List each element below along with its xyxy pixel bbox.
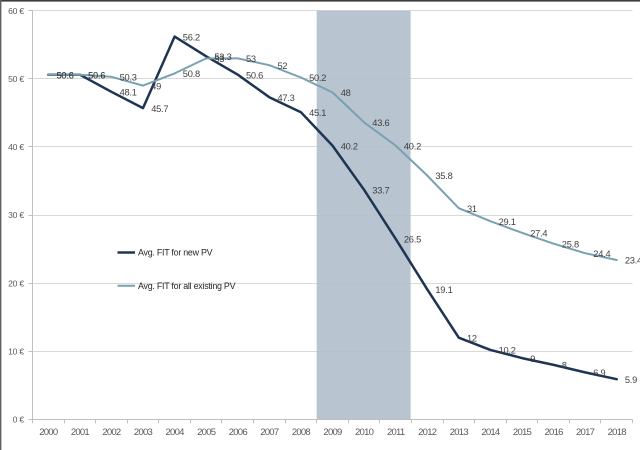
svg-text:2018: 2018: [608, 427, 627, 438]
svg-text:27.4: 27.4: [530, 229, 547, 239]
svg-text:50.6: 50.6: [57, 70, 74, 80]
svg-text:10.2: 10.2: [499, 346, 516, 356]
svg-text:2004: 2004: [166, 427, 185, 438]
svg-text:29.1: 29.1: [499, 217, 516, 227]
svg-text:56.2: 56.2: [183, 32, 200, 42]
svg-text:50.6: 50.6: [88, 70, 105, 80]
svg-text:5.9: 5.9: [625, 375, 637, 385]
svg-text:23.4: 23.4: [625, 256, 640, 266]
svg-text:40 €: 40 €: [8, 142, 24, 152]
svg-text:47.3: 47.3: [278, 93, 295, 103]
svg-text:19.1: 19.1: [435, 285, 452, 295]
svg-text:2000: 2000: [39, 427, 58, 438]
svg-text:2017: 2017: [576, 427, 595, 438]
svg-text:48.1: 48.1: [120, 88, 137, 98]
svg-text:33.7: 33.7: [372, 186, 389, 196]
svg-text:50 €: 50 €: [8, 74, 24, 84]
svg-text:2007: 2007: [260, 427, 279, 438]
svg-text:50.6: 50.6: [57, 70, 74, 80]
svg-text:12: 12: [467, 333, 477, 343]
svg-text:Avg. FIT for all existing PV: Avg. FIT for all existing PV: [138, 281, 236, 291]
svg-text:53.3: 53.3: [214, 52, 231, 62]
svg-text:40.2: 40.2: [341, 141, 358, 151]
svg-text:43.6: 43.6: [372, 118, 389, 128]
svg-text:2006: 2006: [229, 427, 248, 438]
svg-text:2001: 2001: [71, 427, 90, 438]
svg-text:2011: 2011: [387, 427, 405, 438]
svg-text:30 €: 30 €: [8, 210, 24, 220]
svg-text:50.6: 50.6: [88, 70, 105, 80]
svg-text:45.1: 45.1: [309, 108, 326, 118]
svg-text:2008: 2008: [292, 427, 311, 438]
svg-text:48: 48: [341, 88, 351, 98]
svg-text:53: 53: [214, 54, 224, 64]
svg-text:2002: 2002: [102, 427, 121, 438]
svg-text:0 €: 0 €: [13, 415, 25, 425]
svg-text:2005: 2005: [197, 427, 216, 438]
svg-text:2010: 2010: [355, 427, 374, 438]
svg-text:35.8: 35.8: [435, 171, 452, 181]
svg-text:2013: 2013: [450, 427, 469, 438]
svg-text:26.5: 26.5: [404, 235, 421, 245]
svg-text:49: 49: [151, 81, 161, 91]
svg-text:50.6: 50.6: [246, 70, 263, 80]
svg-text:2003: 2003: [134, 427, 153, 438]
svg-text:53: 53: [246, 54, 256, 64]
svg-text:50.2: 50.2: [309, 73, 326, 83]
svg-text:25.8: 25.8: [562, 239, 579, 249]
svg-text:50.3: 50.3: [120, 73, 137, 83]
svg-text:2014: 2014: [481, 427, 500, 438]
svg-text:31: 31: [467, 204, 477, 214]
svg-text:20 €: 20 €: [8, 278, 24, 288]
svg-text:2016: 2016: [545, 427, 564, 438]
svg-text:52: 52: [278, 61, 288, 71]
svg-text:2015: 2015: [513, 427, 532, 438]
svg-text:50.8: 50.8: [183, 69, 200, 79]
svg-text:8: 8: [562, 361, 567, 371]
svg-text:6.9: 6.9: [593, 368, 605, 378]
svg-text:2009: 2009: [323, 427, 342, 438]
svg-text:24.4: 24.4: [593, 249, 610, 259]
svg-text:Avg. FIT for new PV: Avg. FIT for new PV: [138, 248, 213, 258]
svg-text:2012: 2012: [418, 427, 437, 438]
svg-text:10 €: 10 €: [8, 346, 24, 356]
svg-text:9: 9: [530, 354, 535, 364]
svg-text:60 €: 60 €: [8, 6, 24, 16]
svg-text:40.2: 40.2: [404, 141, 421, 151]
svg-text:45.7: 45.7: [151, 104, 168, 114]
